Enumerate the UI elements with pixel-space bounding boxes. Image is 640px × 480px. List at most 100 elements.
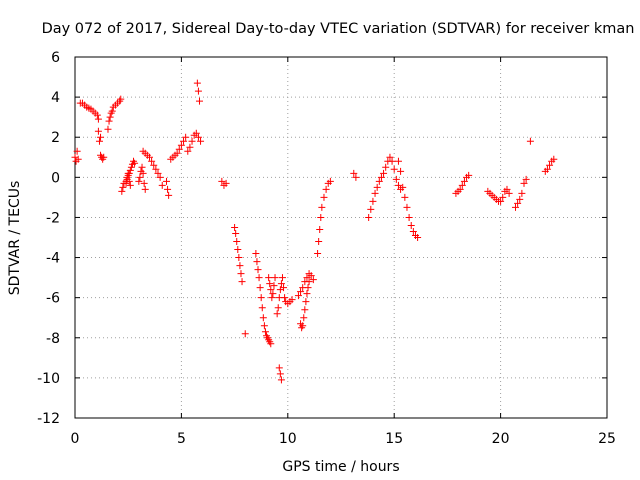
data-point (261, 328, 269, 336)
data-point (164, 185, 172, 193)
data-point (184, 147, 192, 155)
data-point (543, 165, 551, 173)
data-point (303, 274, 311, 282)
data-point (255, 274, 263, 282)
data-point (320, 193, 328, 201)
data-point (322, 185, 330, 193)
data-point (409, 227, 417, 235)
data-point (465, 171, 473, 179)
data-point (218, 177, 226, 185)
data-point (317, 213, 325, 221)
data-point (241, 330, 249, 338)
data-point (399, 183, 407, 191)
data-point (154, 169, 162, 177)
data-point (135, 177, 143, 185)
data-point (299, 322, 307, 330)
data-point (74, 155, 82, 163)
data-point (397, 167, 405, 175)
data-point (126, 181, 134, 189)
data-point (97, 133, 105, 141)
data-point (386, 153, 394, 161)
y-tick-label: -10 (37, 371, 60, 387)
data-point (182, 133, 190, 141)
data-point (315, 238, 323, 246)
data-point (497, 197, 505, 205)
data-point (550, 155, 558, 163)
data-point (405, 213, 413, 221)
data-point (192, 129, 200, 137)
data-point (300, 314, 308, 322)
data-point (119, 183, 127, 191)
data-point (318, 203, 326, 211)
data-point (73, 147, 81, 155)
data-point (301, 306, 309, 314)
data-point (193, 79, 201, 87)
data-point (125, 177, 133, 185)
data-point (277, 280, 285, 288)
data-point (505, 189, 513, 197)
data-point (267, 340, 275, 348)
data-point (237, 270, 245, 278)
data-point (127, 163, 135, 171)
data-point (94, 127, 102, 135)
y-tick-label: 6 (51, 50, 60, 66)
data-point (236, 262, 244, 270)
y-axis-label: SDTVAR / TECUs (7, 181, 23, 296)
data-point (414, 234, 422, 241)
data-point (273, 310, 281, 318)
data-point (304, 284, 312, 292)
data-point (268, 294, 276, 302)
y-tick-label: -8 (46, 331, 60, 347)
data-point (234, 246, 242, 254)
data-point (180, 137, 188, 145)
y-tick-label: 4 (51, 90, 60, 106)
x-tick-label: 15 (385, 431, 403, 447)
y-tick-label: -2 (46, 210, 60, 226)
data-point (258, 304, 266, 312)
data-point (294, 292, 302, 300)
data-point (518, 189, 526, 197)
data-point (233, 238, 241, 246)
data-point (260, 322, 268, 330)
data-point (152, 165, 160, 173)
x-tick-label: 5 (177, 431, 186, 447)
data-point (297, 288, 305, 296)
data-point (365, 213, 373, 221)
data-point (514, 199, 522, 207)
data-point (95, 137, 103, 145)
data-point (266, 280, 274, 288)
data-point (369, 197, 377, 205)
data-point (265, 274, 273, 282)
axis-ticks (74, 56, 608, 419)
data-point (93, 111, 101, 119)
data-point (252, 250, 260, 258)
data-point (106, 113, 114, 121)
data-point (194, 87, 202, 95)
data-point (278, 274, 286, 282)
data-point (394, 181, 402, 189)
data-point (141, 185, 149, 193)
data-point (131, 159, 139, 167)
data-point (177, 141, 185, 149)
data-point (350, 169, 358, 177)
data-point (118, 187, 126, 195)
y-tick-label: -4 (46, 251, 60, 267)
data-point (173, 149, 181, 157)
data-point (100, 153, 108, 161)
data-points (71, 79, 558, 384)
data-point (140, 179, 148, 187)
data-point (520, 179, 528, 187)
data-point (270, 282, 278, 290)
data-point (309, 276, 317, 284)
data-point (373, 183, 381, 191)
data-point (307, 272, 315, 280)
x-tick-label: 0 (71, 431, 80, 447)
data-point (194, 133, 202, 141)
data-point (371, 189, 379, 197)
data-point (267, 286, 275, 294)
data-point (277, 376, 285, 384)
data-point (145, 153, 153, 161)
data-point (275, 364, 283, 372)
data-point (158, 181, 166, 189)
data-point (516, 195, 524, 203)
